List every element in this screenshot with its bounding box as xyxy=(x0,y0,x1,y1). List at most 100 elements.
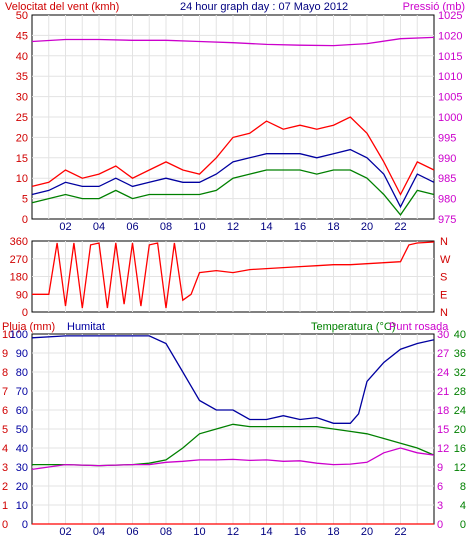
series-line xyxy=(31,36,435,47)
y-tick-label: 20 xyxy=(16,481,28,493)
y-tick-label: 6 xyxy=(2,405,8,417)
x-tick-label: 02 xyxy=(59,221,71,233)
x-tick-label: 14 xyxy=(260,221,272,233)
x-tick-label: 10 xyxy=(193,221,205,233)
y-tick-label: 32 xyxy=(454,367,466,379)
y-tick-label: 12 xyxy=(437,443,449,455)
y-tick-label: 4 xyxy=(2,443,8,455)
rain-label: Pluja (mm) xyxy=(2,321,55,333)
x-tick-label: 06 xyxy=(126,221,138,233)
y-tick-label: 40 xyxy=(16,51,28,63)
x-tick-label: 02 xyxy=(59,526,71,538)
y-tick-label: 1 xyxy=(2,500,8,512)
y-tick-label: 30 xyxy=(16,462,28,474)
series-line xyxy=(31,335,435,424)
y-tick-label: 20 xyxy=(454,424,466,436)
x-tick-label: 08 xyxy=(160,221,172,233)
dewpoint-label: Punt rosada xyxy=(389,321,449,333)
x-tick-label: 14 xyxy=(260,526,272,538)
x-tick-label: 16 xyxy=(294,526,306,538)
top-panel: Velocitat del vent (kmh) 24 hour graph d… xyxy=(5,1,465,233)
y-tick-label: 0 xyxy=(437,519,443,531)
y-tick-label: 21 xyxy=(437,386,449,398)
y-tick-label: 0 xyxy=(22,519,28,531)
y-tick-label: 10 xyxy=(2,329,14,341)
y-tick-label: 0 xyxy=(22,307,28,319)
y-tick-label: 0 xyxy=(2,519,8,531)
y-tick-label: 4 xyxy=(460,500,466,512)
y-tick-label: 1005 xyxy=(438,92,462,104)
y-tick-label: 10 xyxy=(16,173,28,185)
y-tick-label: 50 xyxy=(16,424,28,436)
series-line xyxy=(31,447,435,471)
series-line xyxy=(31,169,435,216)
y-tick-label: 1020 xyxy=(438,30,462,42)
y-tick-label: 18 xyxy=(437,405,449,417)
y-tick-label: 8 xyxy=(2,367,8,379)
x-tick-label: 20 xyxy=(361,526,373,538)
y-tick-label: 30 xyxy=(437,329,449,341)
y-tick-label: 5 xyxy=(22,194,28,206)
y-tick-label: 3 xyxy=(437,500,443,512)
y-tick-label: 1000 xyxy=(438,112,462,124)
y-tick-label: 40 xyxy=(16,443,28,455)
x-tick-label: 04 xyxy=(93,526,105,538)
y-tick-label: 2 xyxy=(2,481,8,493)
y-tick-label: 9 xyxy=(437,462,443,474)
x-tick-label: 20 xyxy=(361,221,373,233)
y-tick-label: 45 xyxy=(16,30,28,42)
y-tick-label: 270 xyxy=(10,254,28,266)
y-tick-label: 24 xyxy=(437,367,449,379)
x-tick-label: 16 xyxy=(294,221,306,233)
y-tick-label: N xyxy=(440,236,448,248)
y-tick-label: S xyxy=(440,272,447,284)
y-tick-label: 35 xyxy=(16,71,28,83)
y-tick-label: 36 xyxy=(454,348,466,360)
y-tick-label: 9 xyxy=(2,348,8,360)
y-tick-label: W xyxy=(440,254,451,266)
y-tick-label: 1025 xyxy=(438,10,462,22)
y-tick-label: 8 xyxy=(460,481,466,493)
series-line xyxy=(31,116,435,196)
y-tick-label: 80 xyxy=(16,367,28,379)
y-tick-label: E xyxy=(440,289,447,301)
y-tick-label: 995 xyxy=(438,132,456,144)
y-tick-label: 24 xyxy=(454,405,466,417)
temperature-label: Temperatura (°C) xyxy=(311,321,395,333)
y-tick-label: 985 xyxy=(438,173,456,185)
y-tick-label: 975 xyxy=(438,214,456,226)
y-tick-label: 360 xyxy=(10,236,28,248)
x-tick-label: 06 xyxy=(126,526,138,538)
y-tick-label: 90 xyxy=(16,348,28,360)
x-tick-label: 18 xyxy=(327,526,339,538)
y-tick-label: 27 xyxy=(437,348,449,360)
series-line xyxy=(32,423,435,467)
y-tick-label: 3 xyxy=(2,462,8,474)
series-line xyxy=(31,148,435,209)
top-right-label: Pressió (mb) xyxy=(403,1,465,13)
y-tick-label: 28 xyxy=(454,386,466,398)
x-tick-label: 22 xyxy=(394,221,406,233)
y-tick-label: 30 xyxy=(16,92,28,104)
y-tick-label: 1015 xyxy=(438,51,462,63)
y-tick-label: 10 xyxy=(16,500,28,512)
x-tick-label: 12 xyxy=(227,526,239,538)
x-tick-label: 10 xyxy=(193,526,205,538)
chart-title: 24 hour graph day : 07 Mayo 2012 xyxy=(180,1,348,13)
y-tick-label: 50 xyxy=(16,10,28,22)
y-tick-label: 60 xyxy=(16,405,28,417)
y-tick-label: 12 xyxy=(454,462,466,474)
y-tick-label: 180 xyxy=(10,272,28,284)
x-tick-label: 18 xyxy=(327,221,339,233)
y-tick-label: 25 xyxy=(16,112,28,124)
y-tick-label: 15 xyxy=(437,424,449,436)
y-tick-label: 1010 xyxy=(438,71,462,83)
y-tick-label: 40 xyxy=(454,329,466,341)
x-tick-label: 04 xyxy=(93,221,105,233)
humidity-label: Humitat xyxy=(67,321,105,333)
y-tick-label: 5 xyxy=(2,424,8,436)
y-tick-label: 90 xyxy=(16,289,28,301)
y-tick-label: 15 xyxy=(16,153,28,165)
x-tick-label: 22 xyxy=(394,526,406,538)
x-tick-label: 08 xyxy=(160,526,172,538)
